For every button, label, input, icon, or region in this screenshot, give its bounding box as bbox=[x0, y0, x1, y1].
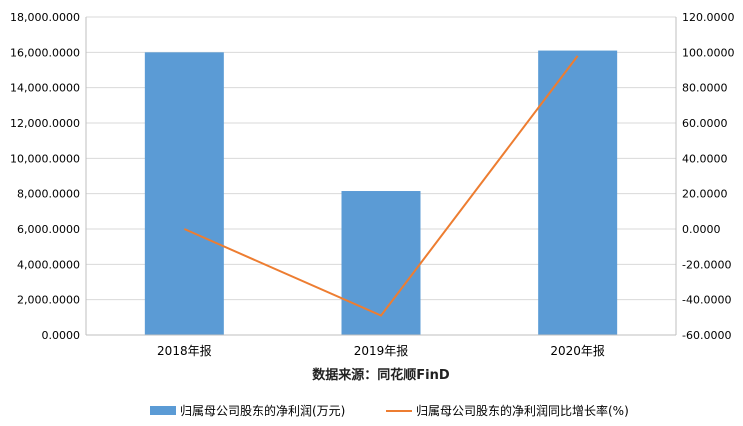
category-label: 2019年报 bbox=[354, 343, 409, 358]
right-tick-label: 80.0000 bbox=[682, 82, 728, 95]
left-tick-label: 18,000.0000 bbox=[10, 11, 80, 24]
legend-label-bar: 归属母公司股东的净利润(万元) bbox=[180, 403, 345, 418]
line-series bbox=[183, 55, 579, 317]
legend-swatch-bar bbox=[150, 406, 176, 415]
right-tick-label: 0.0000 bbox=[682, 223, 721, 236]
left-tick-label: 6,000.0000 bbox=[17, 223, 80, 236]
right-axis-ticks: -60.0000 -40.0000 -20.0000 0.0000 20.0000 40.… bbox=[682, 11, 735, 342]
bar bbox=[538, 50, 618, 336]
category-label: 2018年报 bbox=[157, 343, 212, 358]
left-tick-label: 10,000.0000 bbox=[10, 152, 80, 165]
bar-series bbox=[144, 50, 618, 336]
left-tick-label: 8,000.0000 bbox=[17, 188, 80, 201]
legend: 归属母公司股东的净利润(万元) 归属母公司股东的净利润同比增长率(%) bbox=[150, 403, 629, 418]
right-tick-label: -20.0000 bbox=[682, 258, 731, 271]
left-tick-label: 12,000.0000 bbox=[10, 117, 80, 130]
right-tick-label: 120.0000 bbox=[682, 11, 735, 24]
left-tick-label: 16,000.0000 bbox=[10, 46, 80, 59]
legend-label-line: 归属母公司股东的净利润同比增长率(%) bbox=[416, 403, 629, 418]
category-label: 2020年报 bbox=[550, 343, 605, 358]
right-tick-label: 20.0000 bbox=[682, 188, 728, 201]
left-axis-ticks: 0.0000 2,000.0000 4,000.0000 6,000.0000 8,00… bbox=[10, 11, 80, 342]
left-tick-label: 0.0000 bbox=[42, 329, 81, 342]
right-tick-label: 100.0000 bbox=[682, 46, 735, 59]
right-tick-label: 60.0000 bbox=[682, 117, 728, 130]
left-tick-label: 14,000.0000 bbox=[10, 82, 80, 95]
bar bbox=[144, 52, 224, 335]
source-note: 数据来源：同花顺FinD bbox=[312, 367, 450, 383]
right-tick-label: -40.0000 bbox=[682, 294, 731, 307]
right-tick-label: -60.0000 bbox=[682, 329, 731, 342]
left-tick-label: 4,000.0000 bbox=[17, 258, 80, 271]
left-tick-label: 2,000.0000 bbox=[17, 294, 80, 307]
category-labels: 2018年报 2019年报 2020年报 bbox=[157, 343, 605, 358]
growth-line bbox=[183, 55, 579, 317]
bar bbox=[341, 191, 421, 335]
right-tick-label: 40.0000 bbox=[682, 152, 728, 165]
axes bbox=[85, 17, 677, 336]
